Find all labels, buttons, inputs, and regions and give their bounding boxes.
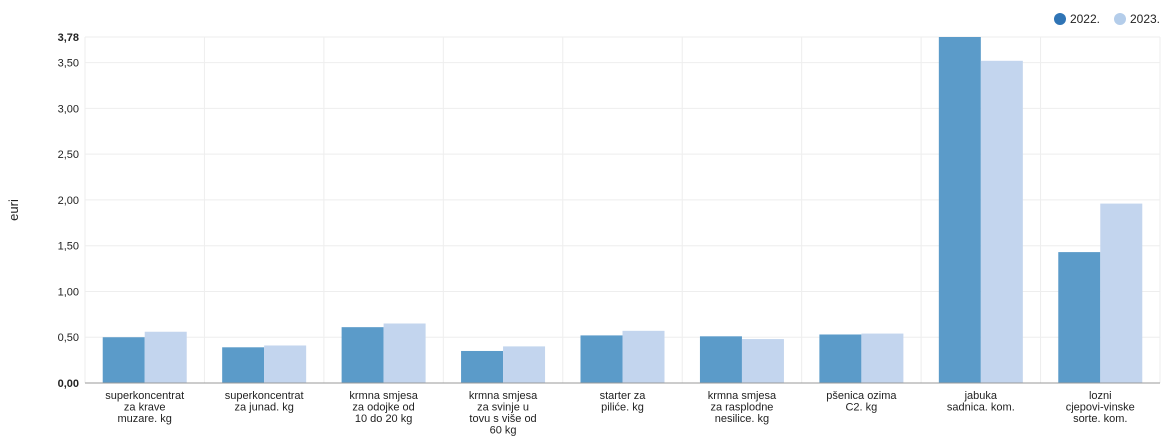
y-tick-label: 0,00 [58,378,79,390]
y-tick-label: 3,78 [58,32,79,44]
y-tick-label: 1,00 [58,286,79,298]
x-tick-label: lozni [1089,390,1112,402]
bar-2023-1 [264,345,307,383]
y-tick-label: 3,00 [58,103,79,115]
bar-2022-6 [819,334,862,383]
y-tick-label: 1,50 [58,241,79,253]
bar-2022-0 [102,337,145,383]
x-tick-label: muzare. kg [118,413,172,425]
bar-2022-2 [341,327,384,383]
bar-2023-5 [741,339,784,383]
x-tick-label: superkoncentrat [225,390,304,402]
y-tick-label: 0,50 [58,332,79,344]
bar-2023-3 [503,346,546,383]
bar-2022-4 [580,335,623,383]
y-tick-label: 3,50 [58,58,79,70]
x-tick-label: krmna smjesa [708,390,777,402]
x-tick-label: za rasplodne [710,402,773,414]
bar-2023-6 [861,333,904,383]
x-tick-label: za junad. kg [235,402,294,414]
x-tick-label: jabuka [964,390,998,402]
bar-2023-0 [144,331,187,383]
x-tick-label: za odojke od [352,402,414,414]
x-tick-label: tovu s više od [469,413,536,425]
x-tick-label: starter za [600,390,647,402]
legend-item-2023[interactable]: 2023. [1113,12,1160,26]
x-tick-label: krmna smjesa [349,390,418,402]
x-tick-label: piliće. kg [601,402,644,414]
bars-layer [102,37,1143,383]
x-tick-label: 10 do 20 kg [355,413,413,425]
legend-swatch-2022 [1053,13,1066,25]
bar-2023-7 [980,60,1023,383]
y-tick-label: 2,00 [58,195,79,207]
bar-2022-7 [938,37,981,383]
x-tick-label: sorte. kom. [1073,413,1127,425]
legend-swatch-2023 [1113,13,1126,25]
x-tick-label: 60 kg [490,425,517,437]
y-axis-title: euri [6,199,21,221]
legend: 2022. 2023. [1053,12,1160,26]
bar-2022-1 [222,347,265,383]
axis-layer: 0,00 0,50 1,00 1,50 2,00 2,50 3,00 3,50 3,78 supe… [58,32,1160,437]
legend-label-2023: 2023. [1129,12,1160,26]
bar-2022-8 [1058,252,1101,383]
x-tick-label: za krave [124,402,166,414]
bar-2022-5 [699,336,742,383]
legend-label-2022: 2022. [1069,12,1100,26]
x-tick-label: sadnica. kom. [947,402,1015,414]
legend-item-2022[interactable]: 2022. [1053,12,1100,26]
x-tick-label: superkoncentrat [105,390,184,402]
bar-2023-2 [383,323,426,383]
x-tick-label: cjepovi-vinske [1066,402,1135,414]
x-tick-label: krmna smjesa [469,390,538,402]
bar-2022-3 [461,350,504,383]
bar-2023-4 [622,330,665,383]
y-tick-label: 2,50 [58,149,79,161]
x-tick-label: za svinje u [477,402,529,414]
bar-2023-8 [1100,203,1143,383]
x-tick-label: nesilice. kg [715,413,769,425]
x-tick-label: pšenica ozima [826,390,897,402]
x-tick-label: C2. kg [845,402,877,414]
